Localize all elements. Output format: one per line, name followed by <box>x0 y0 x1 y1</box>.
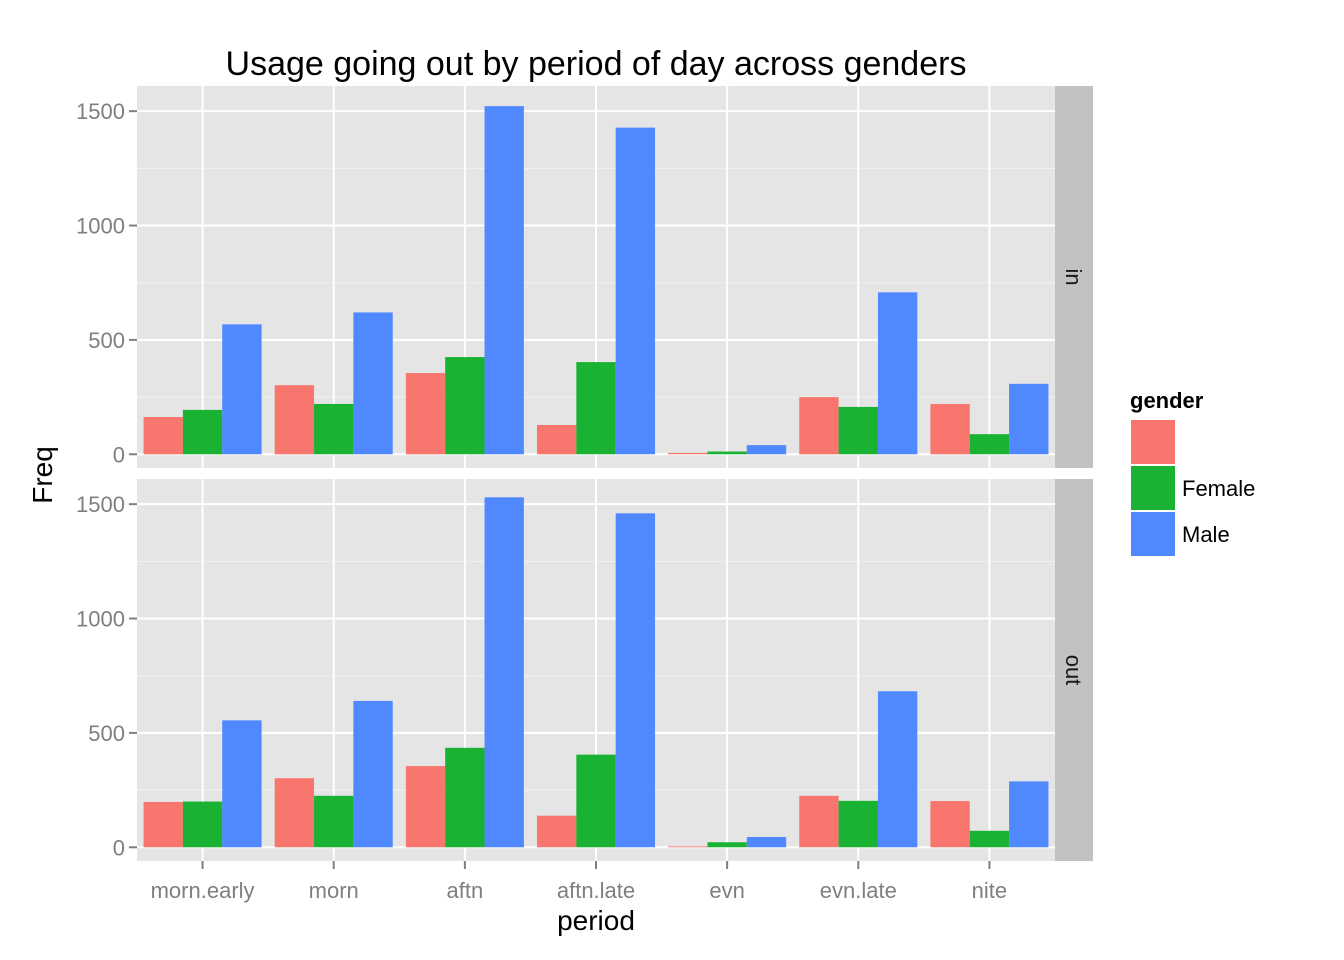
bar-in-male-morn <box>353 312 393 455</box>
bar-out-female-aftn <box>445 747 485 848</box>
y-tick-label: 500 <box>88 328 125 353</box>
x-tick-label: evn <box>709 878 744 903</box>
bar-out-female-nite <box>969 830 1010 848</box>
y-tick-label: 500 <box>88 721 125 746</box>
bar-in-female-nite <box>969 434 1010 455</box>
bar-out-unlabeled-aftn <box>405 766 446 848</box>
legend-swatch <box>1131 466 1175 510</box>
x-axis: morn.early morn aftn aftn.late evn evn.late ni… <box>151 861 1007 903</box>
bar-out-male-morn <box>353 700 393 848</box>
legend-label: Male <box>1182 522 1230 547</box>
bar-out-unlabeled-evn.late <box>799 795 839 848</box>
bar-out-male-morn.early <box>222 720 262 848</box>
facet-panel-in: 0 500 1000 1500 in <box>76 86 1093 468</box>
bar-out-female-aftn.late <box>576 754 616 848</box>
bar-out-female-evn <box>707 842 747 848</box>
bar-out-unlabeled-morn.early <box>143 801 183 848</box>
bar-out-male-aftn <box>484 497 524 848</box>
bar-out-female-evn.late <box>838 800 878 848</box>
bar-out-female-morn <box>314 795 354 848</box>
legend-label: Female <box>1182 476 1255 501</box>
legend-title: gender <box>1130 388 1204 413</box>
facet-strip <box>1055 86 1093 468</box>
bar-out-male-nite <box>1009 781 1049 848</box>
bar-out-unlabeled-nite <box>930 801 970 848</box>
bar-in-unlabeled-aftn.late <box>536 424 577 455</box>
bar-in-female-aftn.late <box>576 362 616 455</box>
facet-panel-out: 0 500 1000 1500 out <box>76 479 1093 861</box>
bar-in-unlabeled-nite <box>930 403 970 455</box>
y-tick-label: 1500 <box>76 99 125 124</box>
bar-in-female-morn <box>314 403 354 455</box>
facet-panels: 0 500 1000 1500 in 0 500 1000 1500 out <box>76 86 1093 861</box>
x-tick-label: nite <box>972 878 1007 903</box>
bar-in-male-aftn.late <box>615 127 656 455</box>
bar-in-unlabeled-morn <box>274 385 315 455</box>
facet-strip-label: in <box>1061 268 1086 285</box>
facet-strip-label: out <box>1061 655 1086 686</box>
legend-swatch <box>1131 420 1175 464</box>
bar-out-male-aftn.late <box>615 513 656 848</box>
x-tick-label: morn.early <box>151 878 255 903</box>
bar-in-male-morn.early <box>222 324 262 455</box>
x-tick-label: morn <box>309 878 359 903</box>
bar-in-female-morn.early <box>182 409 223 455</box>
x-axis-title: period <box>557 905 635 936</box>
bar-out-female-morn.early <box>182 801 223 848</box>
bar-in-male-nite <box>1009 383 1049 455</box>
bar-in-unlabeled-evn <box>668 452 708 455</box>
facet-strip <box>1055 479 1093 861</box>
y-tick-label: 1000 <box>76 214 125 239</box>
y-tick-label: 0 <box>113 442 125 467</box>
bar-in-male-aftn <box>484 106 524 455</box>
bar-in-unlabeled-evn.late <box>799 397 839 455</box>
bar-out-unlabeled-evn <box>668 846 708 848</box>
bar-out-unlabeled-morn <box>274 778 315 848</box>
bar-out-unlabeled-aftn.late <box>536 815 577 848</box>
y-tick-label: 1000 <box>76 607 125 632</box>
bar-in-male-evn.late <box>877 292 918 455</box>
legend-swatch <box>1131 512 1175 556</box>
bar-in-male-evn <box>746 445 787 455</box>
chart-title: Usage going out by period of day across … <box>226 45 967 83</box>
bar-in-female-evn <box>707 451 747 455</box>
x-tick-label: evn.late <box>820 878 897 903</box>
y-axis-title: Freq <box>27 446 58 504</box>
bar-in-female-aftn <box>445 357 485 455</box>
x-tick-label: aftn <box>447 878 484 903</box>
y-tick-label: 1500 <box>76 492 125 517</box>
bar-out-male-evn <box>746 836 787 848</box>
bar-in-female-evn.late <box>838 406 878 455</box>
bar-in-unlabeled-aftn <box>405 373 446 455</box>
bar-in-unlabeled-morn.early <box>143 416 183 455</box>
y-tick-label: 0 <box>113 835 125 860</box>
legend: gender Female Male <box>1129 388 1255 558</box>
bar-out-male-evn.late <box>877 691 918 848</box>
x-tick-label: aftn.late <box>557 878 635 903</box>
